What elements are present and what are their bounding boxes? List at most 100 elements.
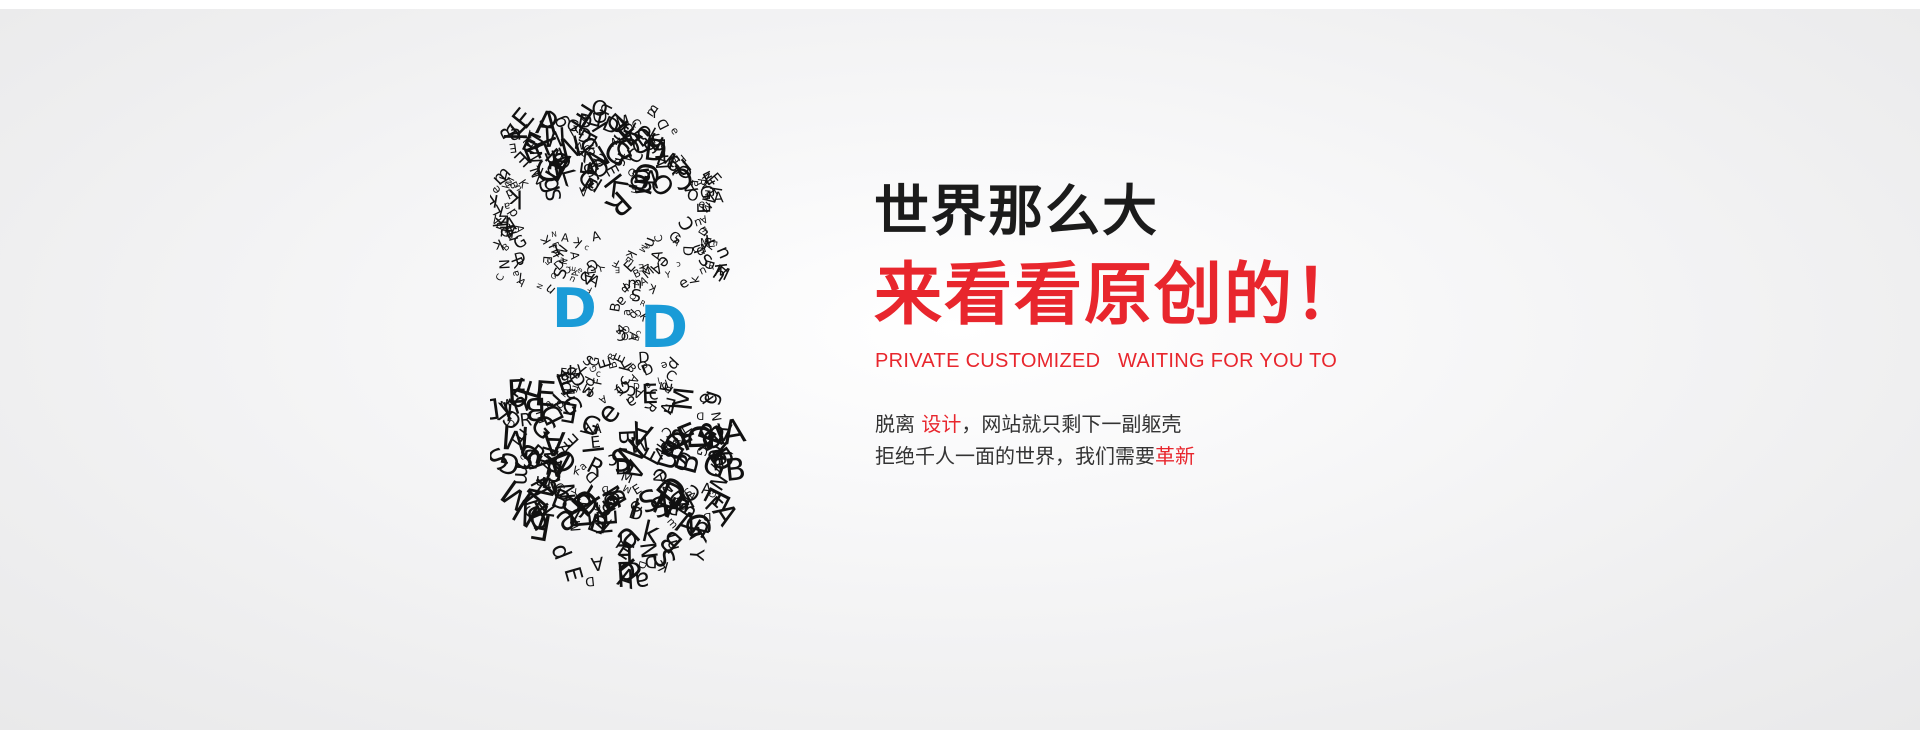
portrait-glyph: m — [698, 225, 711, 238]
portrait-glyph: B — [607, 301, 624, 313]
portrait-glyph: M — [622, 481, 634, 494]
portrait-glyph: B — [606, 351, 619, 362]
portrait-glyph: G — [621, 323, 631, 335]
portrait-glyph: A — [713, 188, 725, 207]
portrait-glyph: D — [576, 110, 594, 133]
portrait-glyph: E — [576, 160, 604, 178]
portrait-glyph: k — [686, 274, 702, 284]
portrait-glyph: M — [543, 120, 567, 151]
portrait-glyph: A — [641, 165, 659, 195]
portrait-glyph: D — [635, 559, 649, 570]
portrait-glyph: A — [575, 147, 588, 157]
portrait-glyph: m — [534, 472, 553, 494]
portrait-glyph: D — [681, 423, 721, 450]
portrait-glyph: a — [620, 309, 633, 317]
portrait-glyph: K — [711, 262, 732, 276]
portrait-glyph: A — [561, 230, 570, 245]
portrait-glyph: F — [601, 489, 616, 496]
portrait-glyph: e — [575, 265, 586, 275]
portrait-glyph: D — [696, 409, 704, 421]
portrait-glyph: a — [509, 120, 523, 145]
portrait-glyph: D — [614, 454, 632, 480]
portrait-glyph: C — [653, 233, 666, 243]
portrait-glyph: k — [500, 180, 514, 190]
portrait-glyph: D — [560, 381, 576, 392]
portrait-glyph: G — [613, 378, 636, 397]
portrait-glyph: N — [551, 229, 558, 239]
portrait-glyph: M — [499, 396, 513, 412]
right-eye-letter: D — [640, 293, 688, 361]
portrait-glyph: k — [490, 215, 512, 228]
portrait-glyph: Y — [685, 547, 709, 562]
portrait-glyph: K — [585, 159, 600, 181]
portrait-glyph: F — [585, 283, 594, 294]
portrait-glyph: G — [559, 371, 570, 384]
portrait-glyph: F — [708, 443, 728, 478]
portrait-glyph: R — [519, 409, 533, 431]
portrait-glyph: D — [588, 109, 611, 125]
portrait-glyph: F — [697, 241, 708, 256]
portrait-glyph: M — [636, 242, 648, 253]
portrait-glyph: E — [506, 372, 529, 411]
portrait-glyph: e — [642, 242, 652, 251]
portrait-glyph: G — [550, 271, 558, 281]
portrait-glyph: g — [609, 155, 627, 168]
portrait-glyph: R — [666, 497, 681, 519]
portrait-glyph: c — [626, 381, 637, 402]
left-eye-letter: D — [552, 277, 597, 340]
tagline: PRIVATE CUSTOMIZED WAITING FOR YOU TO — [875, 350, 1338, 372]
portrait-glyph: d — [563, 365, 583, 377]
portrait-glyph: B — [507, 180, 520, 191]
portrait-glyph: A — [578, 184, 587, 199]
portrait-glyph: l — [621, 281, 632, 296]
portrait-glyph: Y — [615, 529, 628, 552]
portrait-glyph: E — [623, 254, 636, 265]
portrait-glyph: k — [500, 122, 535, 141]
portrait-glyph: F — [640, 362, 650, 375]
portrait-glyph: a — [503, 200, 511, 213]
portrait-glyph: A — [590, 229, 602, 246]
portrait-glyph: E — [694, 202, 715, 214]
portrait-glyph: F — [590, 377, 605, 387]
portrait-glyph: G — [564, 115, 581, 136]
body-line-2-prefix: 拒绝千人一面的世界，我们需要 — [875, 444, 1155, 468]
portrait-glyph: E — [533, 374, 558, 415]
portrait-glyph: B — [723, 452, 747, 489]
portrait-glyph: m — [627, 274, 642, 292]
portrait-glyph: K — [683, 524, 714, 546]
portrait-glyph: A — [597, 392, 609, 405]
portrait-glyph: E — [540, 255, 554, 264]
portrait-glyph: N — [525, 166, 543, 181]
portrait-glyph: G — [707, 490, 719, 500]
portrait-glyph: C — [564, 263, 573, 274]
portrait-glyph: E — [508, 140, 518, 156]
body-line-1-prefix: 脱离 — [875, 412, 915, 436]
portrait-glyph: M — [568, 519, 585, 532]
portrait-glyph: D — [513, 249, 528, 268]
portrait-glyph: e — [659, 358, 670, 372]
portrait-glyph: R — [639, 298, 647, 308]
portrait-glyph: G — [520, 442, 544, 474]
portrait-glyph: E — [559, 395, 581, 428]
portrait-glyph: k — [508, 184, 523, 213]
portrait-glyph: a — [510, 269, 522, 278]
portrait-glyph: E — [661, 392, 678, 417]
portrait-glyph: K — [678, 425, 696, 438]
portrait-glyph: F — [707, 239, 719, 246]
portrait-glyph: l — [517, 271, 523, 287]
portrait-glyph: K — [591, 518, 618, 536]
portrait-glyph: O — [621, 330, 629, 341]
portrait-glyph: m — [509, 464, 535, 486]
portrait-glyph: M — [700, 236, 711, 250]
portrait-glyph: E — [621, 152, 635, 162]
portrait-glyph: D — [638, 349, 650, 367]
portrait-glyph: A — [534, 103, 559, 143]
portrait-glyph: K — [534, 500, 562, 519]
portrait-glyph: A — [649, 248, 667, 262]
body-line-1: 脱离 设计，网站就只剩下一副躯壳 — [875, 408, 1195, 440]
portrait-glyph: A — [698, 212, 709, 225]
portrait-glyph: k — [705, 185, 725, 198]
portrait-glyph: S — [630, 285, 642, 305]
portrait-glyph: F — [559, 365, 568, 381]
portrait-glyph: D — [679, 245, 696, 256]
